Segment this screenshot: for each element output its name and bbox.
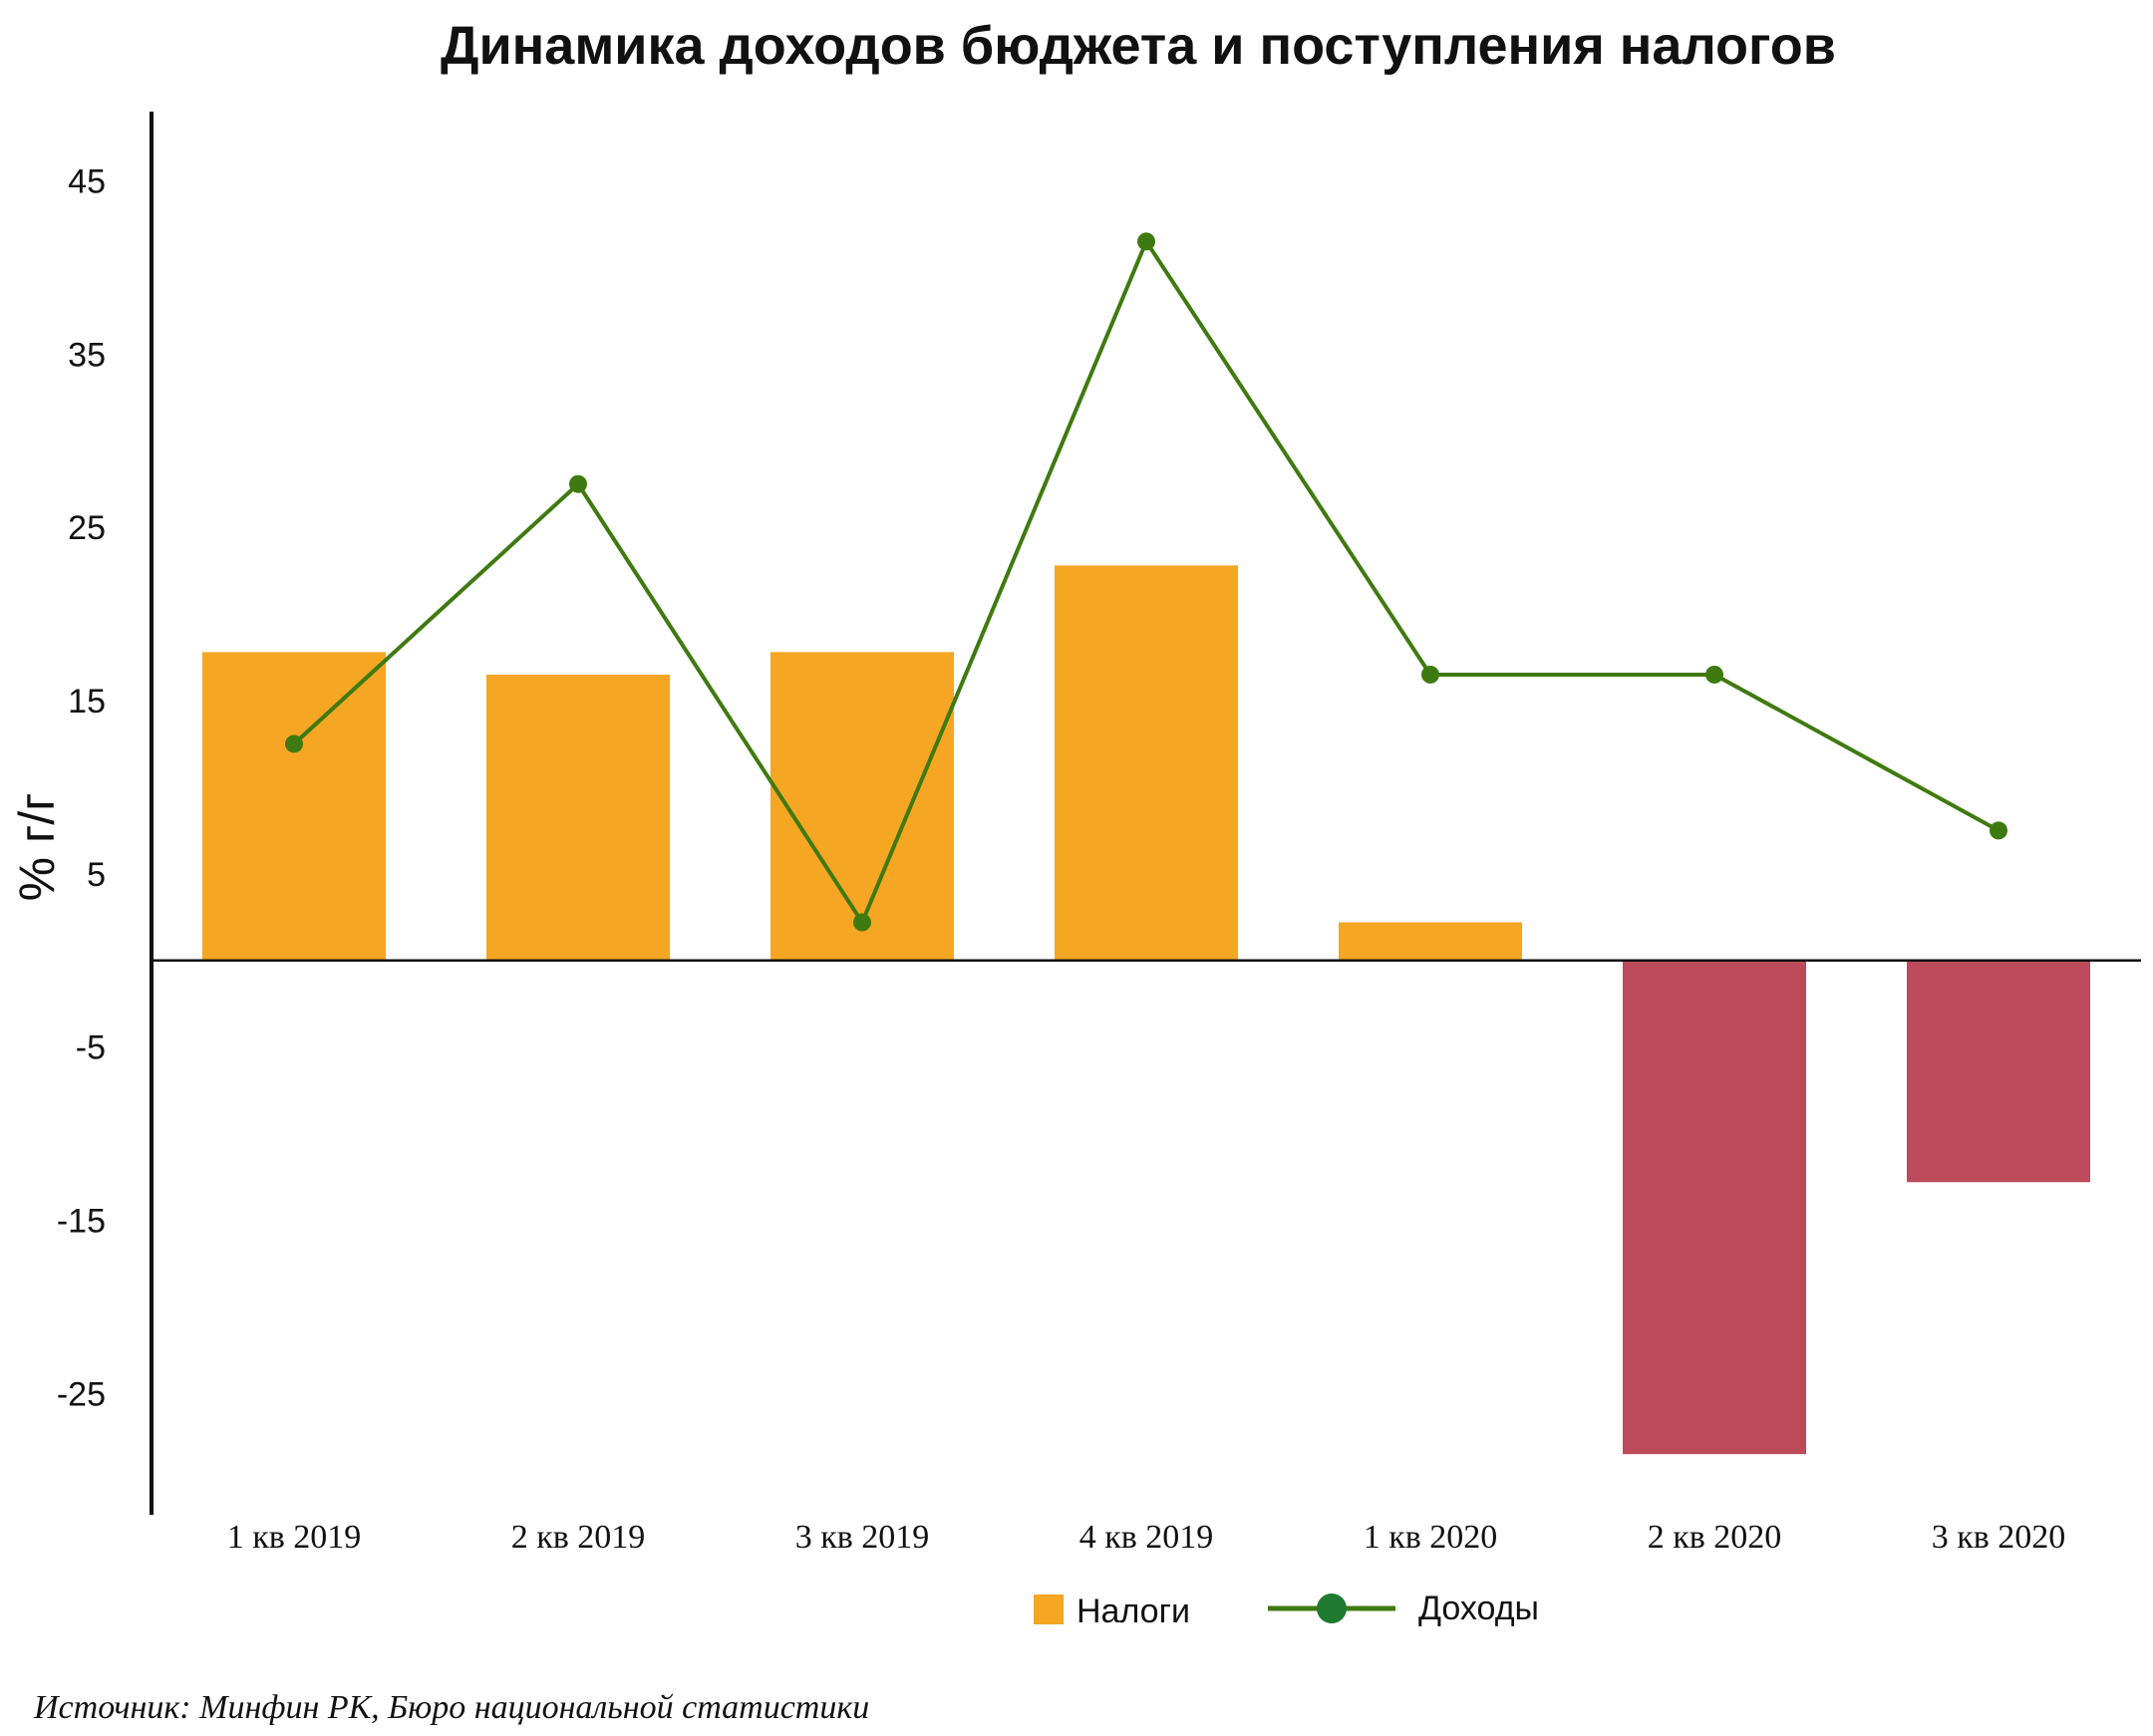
y-tick-label: 25: [68, 509, 106, 547]
line-series: [285, 232, 2007, 932]
line-point: [1990, 821, 2007, 840]
x-tick-label: 2 кв 2020: [1648, 1519, 1782, 1556]
y-tick-labels: 45 35 25 15 5 -5 -15 -25: [57, 163, 106, 1414]
x-tick-label: 3 кв 2020: [1932, 1519, 2066, 1556]
x-tick-label: 2 кв 2019: [511, 1519, 646, 1556]
y-tick-label: 5: [87, 856, 106, 894]
y-tick-label: -25: [57, 1375, 106, 1413]
bar: [202, 652, 386, 961]
legend-label-bar: Налоги: [1076, 1592, 1190, 1630]
line-point: [569, 474, 587, 493]
x-tick-label: 4 кв 2019: [1079, 1519, 1214, 1556]
line-point: [1705, 665, 1723, 684]
x-tick-labels: 1 кв 2019 2 кв 2019 3 кв 2019 4 кв 2019 1 кв…: [227, 1519, 2066, 1556]
bar: [1339, 922, 1522, 961]
legend-swatch-bar: [1034, 1594, 1064, 1624]
bar: [1055, 565, 1238, 961]
chart-title: Динамика доходов бюджета и поступления н…: [441, 16, 1836, 76]
x-tick-label: 3 кв 2019: [795, 1519, 930, 1556]
bar-series: [202, 565, 2090, 1455]
bar: [770, 652, 954, 961]
bar: [1907, 960, 2090, 1183]
y-axis-label: % г/г: [9, 793, 65, 902]
line-point: [853, 913, 871, 932]
legend-label-line: Доходы: [1418, 1590, 1539, 1627]
bar: [1623, 960, 1806, 1455]
y-tick-label: -5: [76, 1029, 106, 1067]
bar: [486, 674, 670, 961]
y-tick-label: 45: [68, 163, 106, 201]
source-note: Источник: Минфин РК, Бюро национальной с…: [33, 1689, 869, 1726]
legend-marker: [1317, 1593, 1347, 1623]
x-tick-label: 1 кв 2020: [1364, 1519, 1498, 1556]
y-tick-label: 35: [68, 336, 106, 374]
legend: Налоги Доходы: [1034, 1590, 1539, 1630]
y-tick-label: -15: [57, 1202, 106, 1240]
y-tick-label: 15: [68, 683, 106, 721]
x-tick-label: 1 кв 2019: [227, 1519, 362, 1556]
line-point: [1421, 665, 1439, 684]
line-point: [285, 734, 303, 753]
line-point: [1137, 232, 1155, 251]
